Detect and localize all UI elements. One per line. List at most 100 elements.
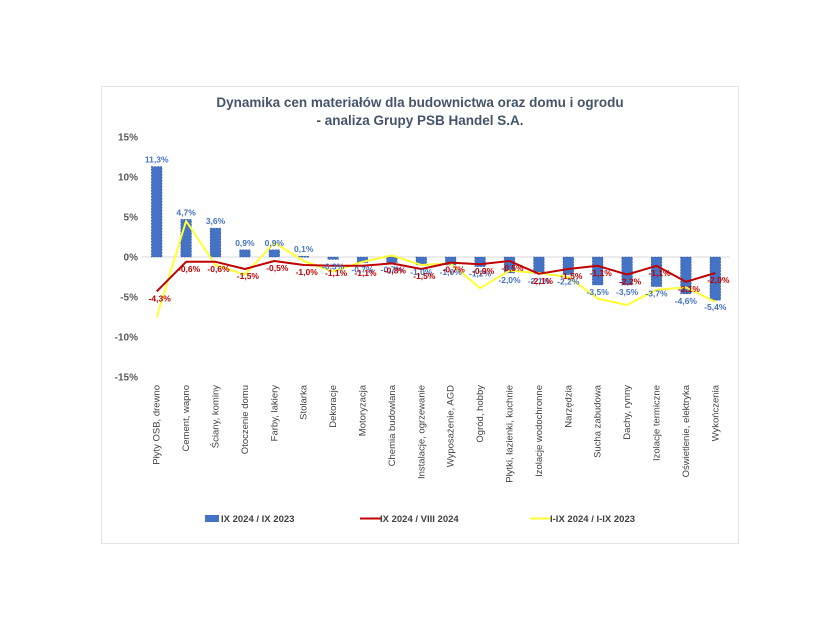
y-tick-label: 0% (124, 253, 139, 264)
chart-frame: Dynamika cen materiałów dla budownictwa … (101, 86, 739, 544)
bar (621, 256, 633, 286)
line-value-label: -0,5% (266, 263, 289, 273)
bar (386, 256, 398, 263)
bar-value-label: -2,0% (498, 275, 521, 285)
bar-value-label: 3,6% (206, 216, 226, 226)
line-value-label: -1,5% (237, 271, 260, 281)
bar-value-label: -3,5% (587, 287, 610, 297)
chart-svg: Dynamika cen materiałów dla budownictwa … (115, 95, 730, 525)
series-line-ytd (155, 220, 716, 318)
bar (239, 249, 251, 258)
bar-value-label: -2,1% (528, 276, 551, 286)
bar (298, 255, 310, 258)
bar-value-label: 0,9% (235, 238, 255, 248)
bar (592, 256, 604, 286)
category-label: Płyty OSB, drewno (152, 385, 163, 465)
lines-series (155, 220, 716, 318)
line-value-label: -2,0% (707, 275, 730, 285)
data-labels: 11,3% 4,7% 3,6% 0,9% 0,9% 0,1% -0,3% -0,7% -0,7%… (145, 155, 730, 313)
bar (562, 256, 574, 275)
y-tick-label: -15% (115, 373, 138, 384)
bar (268, 249, 280, 258)
category-label: Sucha zabudowa (593, 384, 604, 458)
line-value-label: -4,3% (149, 293, 172, 303)
category-label: Wyposażenie, AGD (446, 385, 457, 467)
bar (709, 256, 721, 301)
bar-value-label: -0,7% (351, 265, 374, 275)
line-value-label: -0,8% (384, 265, 407, 275)
category-label: Cement, wapno (181, 385, 192, 452)
y-axis: 15% 10% 5% 0% -5% -10% -15% (115, 133, 138, 384)
line-value-label: -0,7% (443, 265, 466, 275)
bar (503, 256, 516, 274)
line-value-label: -0,6% (178, 264, 201, 274)
category-label: Wykończenia (710, 384, 721, 441)
line-value-label: -1,1% (354, 268, 377, 278)
series-line-mom (155, 260, 716, 293)
bars-series (151, 166, 721, 301)
line-value-label: -0,5% (501, 263, 524, 273)
category-label: Otoczenie domu (240, 385, 251, 454)
bar-value-label: -3,7% (645, 289, 668, 299)
category-label: Dachy, rynny (622, 385, 633, 440)
line-value-label: -0,6% (207, 264, 230, 274)
line-value-label: -1,5% (560, 271, 583, 281)
bar (474, 256, 486, 267)
category-label: Motoryzacja (358, 384, 369, 436)
y-tick-label: 15% (118, 133, 138, 144)
category-label: Stolarka (299, 384, 310, 420)
bar (445, 256, 457, 266)
bar-value-label: -0,7% (381, 265, 404, 275)
bar-value-label: -1,0% (410, 267, 433, 277)
y-tick-label: -10% (115, 333, 138, 344)
category-label: Ogród, hobby (475, 385, 486, 443)
line-value-label: -1,0% (296, 267, 319, 277)
legend: IX 2024 / IX 2023 IX 2024 / VIII 2024 I-IX… (205, 514, 635, 525)
bar-value-label: -5,4% (704, 302, 727, 312)
bar-value-label: -1,0% (440, 267, 463, 277)
line-value-label: -1,1% (590, 268, 613, 278)
category-label: Narzędzia (563, 384, 574, 427)
legend-label: IX 2024 / IX 2023 (221, 514, 294, 525)
bar-value-label: 0,1% (294, 244, 314, 254)
category-label: Płytki, łazienki, kuchnie (505, 385, 516, 483)
line-value-label: -0,9% (472, 266, 495, 276)
chart-title-line-1: Dynamika cen materiałów dla budownictwa … (216, 95, 623, 110)
bar-value-label: -2,2% (557, 277, 580, 287)
bar (180, 219, 192, 258)
bar-value-label: -1,2% (469, 269, 492, 279)
y-tick-label: 5% (124, 213, 139, 224)
line-value-label: -1,5% (413, 271, 436, 281)
bar-value-label: -4,6% (675, 296, 698, 306)
category-label: Instalacje, ogrzewanie (416, 385, 427, 479)
bar-value-label: -3,5% (616, 287, 639, 297)
category-label: Izolacje termiczne (652, 385, 663, 461)
bar-value-label: 0,9% (265, 238, 285, 248)
bar (650, 256, 663, 287)
category-label: Dekoracje (328, 385, 339, 428)
y-tick-label: 10% (118, 173, 138, 184)
category-labels: Płyty OSB, drewno Cement, wapno Ściany, ko… (152, 384, 722, 482)
category-label: Chemia budowlana (387, 384, 398, 466)
category-label: Farby, lakiery (269, 385, 280, 442)
legend-swatch-bar (205, 515, 219, 522)
bar-value-label: -0,3% (322, 261, 345, 271)
line-value-label: -1,1% (648, 268, 671, 278)
bar-value-label: 4,7% (176, 207, 196, 217)
bar-value-label: 11,3% (145, 155, 169, 165)
bar (151, 166, 163, 258)
bar (680, 256, 692, 295)
category-label: Oświetlenie, elektryka (681, 384, 692, 477)
y-tick-label: -5% (120, 293, 138, 304)
line-value-label: -1,1% (325, 268, 348, 278)
bar (415, 256, 427, 266)
line-value-label: -3,1% (678, 284, 701, 294)
bar (209, 227, 222, 258)
bar (327, 256, 339, 260)
legend-label: IX 2024 / VIII 2024 (380, 514, 459, 525)
line-value-label: -2,2% (619, 277, 642, 287)
category-label: Ściany, kominy (210, 385, 222, 448)
chart-title-line-2: - analiza Grupy PSB Handel S.A. (316, 113, 523, 128)
line-value-label: -2,1% (531, 276, 554, 286)
category-label: Izolacje wodochronne (534, 385, 545, 477)
